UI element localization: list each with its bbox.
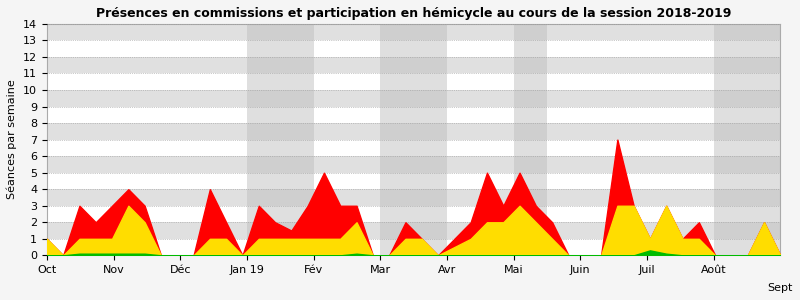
Text: Sept: Sept bbox=[768, 283, 793, 293]
Bar bbox=[47, 123, 780, 140]
Bar bbox=[714, 24, 780, 255]
Bar bbox=[47, 24, 780, 40]
Bar bbox=[47, 222, 780, 239]
Title: Présences en commissions et participation en hémicycle au cours de la session 20: Présences en commissions et participatio… bbox=[96, 7, 731, 20]
Bar bbox=[47, 189, 780, 206]
Bar bbox=[47, 140, 780, 156]
Bar bbox=[514, 24, 547, 255]
Bar bbox=[247, 24, 314, 255]
Bar bbox=[47, 57, 780, 74]
Bar bbox=[47, 40, 780, 57]
Bar bbox=[47, 239, 780, 255]
Y-axis label: Séances par semaine: Séances par semaine bbox=[7, 80, 18, 200]
Bar bbox=[47, 106, 780, 123]
Bar bbox=[47, 156, 780, 173]
Bar bbox=[380, 24, 447, 255]
Bar bbox=[47, 90, 780, 106]
Bar bbox=[47, 74, 780, 90]
Bar bbox=[47, 173, 780, 189]
Bar bbox=[47, 206, 780, 222]
